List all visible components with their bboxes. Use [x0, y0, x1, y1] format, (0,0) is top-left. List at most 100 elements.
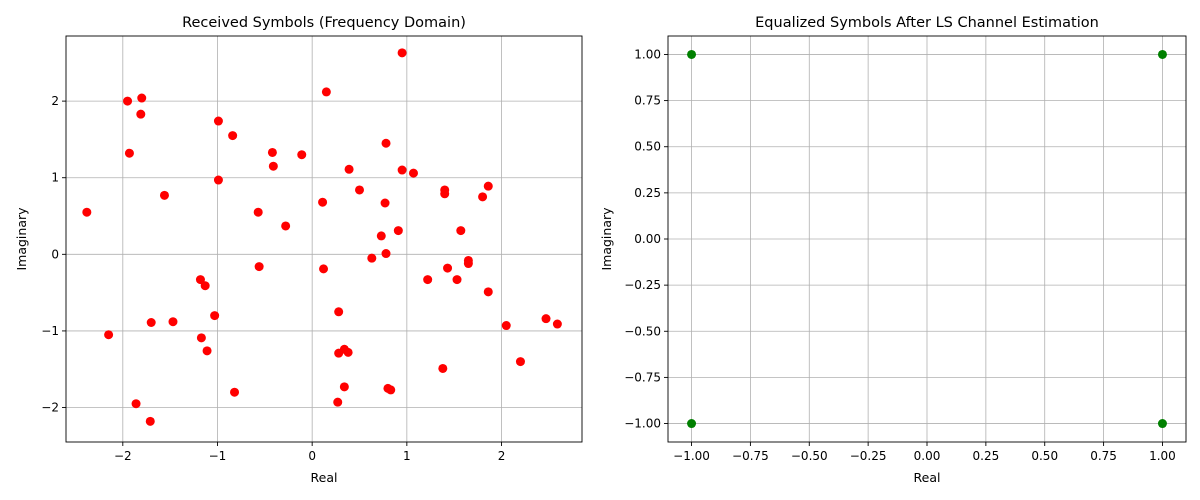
data-point [124, 148, 134, 158]
data-point [318, 197, 328, 207]
data-point [381, 249, 391, 259]
data-point [267, 147, 277, 157]
y-axis-label: Imaginary [14, 207, 29, 271]
data-point [131, 399, 141, 409]
x-tick-label: 2 [498, 449, 506, 463]
data-point [483, 287, 493, 297]
y-tick-label: 0.50 [634, 140, 661, 154]
data-point [321, 87, 331, 97]
data-point [478, 192, 488, 202]
data-point [380, 198, 390, 208]
data-point [343, 347, 353, 357]
x-tick-label: −1 [209, 449, 227, 463]
data-point [443, 263, 453, 273]
y-axis-label: Imaginary [599, 207, 614, 271]
data-point [552, 319, 562, 329]
data-point [687, 419, 697, 429]
data-point [334, 307, 344, 317]
y-tick-label: 1.00 [634, 47, 661, 61]
y-tick-label: 0.00 [634, 232, 661, 246]
data-point [1157, 49, 1167, 59]
data-point [501, 321, 511, 331]
data-point [408, 168, 418, 178]
x-tick-label: 0.75 [1090, 449, 1117, 463]
x-tick-label: 1.00 [1149, 449, 1176, 463]
data-point [393, 226, 403, 236]
received-symbols-chart: −2 −1 0 1 2 −2 −1 0 1 2 Received Symbols (Frequen… [14, 15, 583, 485]
x-tick-label: −0.50 [791, 449, 828, 463]
data-point [230, 387, 240, 397]
data-point [344, 164, 354, 174]
data-point [1157, 419, 1167, 429]
x-tick-label: 0.50 [1031, 449, 1058, 463]
data-point [137, 93, 147, 103]
data-point [463, 259, 473, 269]
x-tick-label: 0.00 [914, 449, 941, 463]
y-tick-label: −0.75 [624, 370, 661, 384]
x-tick-label: −0.75 [732, 449, 769, 463]
data-point [297, 150, 307, 160]
chart-title: Equalized Symbols After LS Channel Estim… [755, 15, 1099, 31]
data-point [456, 226, 466, 236]
data-point [123, 96, 133, 106]
data-point [319, 264, 329, 274]
x-tick-label: −0.25 [850, 449, 887, 463]
data-point [281, 221, 291, 231]
data-point [104, 330, 114, 340]
data-point [253, 207, 263, 217]
data-point [136, 109, 146, 119]
equalized-symbols-chart: −1.00 −0.75 −0.50 −0.25 0.00 0.25 0.50 0.75 1.00… [599, 15, 1187, 485]
x-tick-label: 0 [308, 449, 316, 463]
data-point [213, 175, 223, 185]
y-tick-label: 0.25 [634, 186, 661, 200]
data-point [210, 311, 220, 321]
data-point [452, 275, 462, 285]
data-point [159, 190, 169, 200]
y-tick-label: 1 [51, 171, 59, 185]
y-tick-label: −1.00 [624, 417, 661, 431]
data-point [381, 138, 391, 148]
data-point [195, 275, 205, 285]
data-point [515, 357, 525, 367]
x-tick-label: −1.00 [673, 449, 710, 463]
data-point [82, 207, 92, 217]
data-point [202, 346, 212, 356]
y-tick-label: −0.50 [624, 324, 661, 338]
data-point [213, 116, 223, 126]
x-tick-label: 1 [403, 449, 411, 463]
data-point [145, 416, 155, 426]
y-tick-label: 2 [51, 94, 59, 108]
data-point [228, 131, 238, 141]
data-point [376, 231, 386, 241]
data-point [397, 48, 407, 58]
y-tick-label: 0.75 [634, 94, 661, 108]
data-point [541, 314, 551, 324]
data-point [333, 397, 343, 407]
data-point [397, 165, 407, 175]
data-point [196, 333, 206, 343]
chart-title: Received Symbols (Frequency Domain) [182, 15, 466, 31]
y-tick-label: 0 [51, 247, 59, 261]
data-point [339, 382, 349, 392]
data-point [200, 281, 210, 291]
data-point [168, 317, 178, 327]
data-point [483, 181, 493, 191]
x-axis-label: Real [311, 470, 338, 485]
x-tick-label: 0.25 [973, 449, 1000, 463]
y-tick-label: −0.25 [624, 278, 661, 292]
y-tick-label: −2 [41, 401, 59, 415]
x-axis-label: Real [914, 470, 941, 485]
data-point [355, 185, 365, 195]
data-point [687, 49, 697, 59]
data-point [423, 275, 433, 285]
x-tick-label: −2 [114, 449, 132, 463]
data-point [386, 385, 396, 395]
data-point [146, 317, 156, 327]
data-point [440, 189, 450, 199]
data-point [367, 253, 377, 263]
plot-frame [65, 35, 583, 443]
y-tick-label: −1 [41, 324, 59, 338]
data-point [254, 262, 264, 272]
data-point [268, 161, 278, 171]
